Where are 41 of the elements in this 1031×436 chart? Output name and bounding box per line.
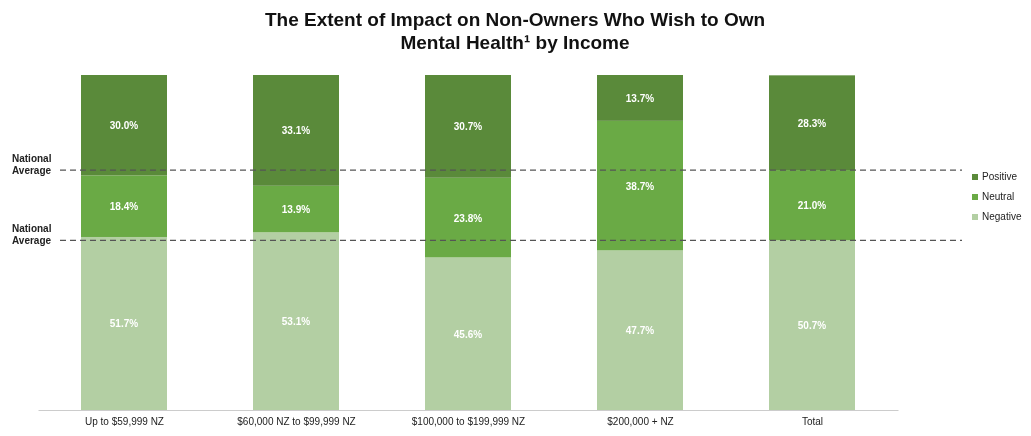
chart-title: The Extent of Impact on Non-Owners Who Wish to Own Mental Health¹ by Income: [264, 9, 766, 53]
bar: [425, 177, 511, 258]
bar: [769, 170, 855, 241]
x-tick-label: $100,000 to $199,999 NZ: [411, 416, 526, 428]
data-label: 28.3%: [797, 117, 827, 129]
bar: [253, 75, 339, 186]
data-label: 21.0%: [797, 200, 827, 212]
ref-line-label: National Average: [12, 153, 52, 177]
x-tick-label: Total: [801, 416, 824, 428]
data-label: 13.9%: [281, 204, 311, 216]
bar: [425, 257, 511, 410]
bar: [81, 75, 167, 176]
data-label: 45.6%: [453, 328, 483, 340]
data-label: 38.7%: [625, 180, 655, 192]
data-label: 13.7%: [625, 92, 655, 104]
data-label: 23.8%: [453, 212, 483, 224]
bar: [81, 175, 167, 237]
data-label: 33.1%: [281, 125, 311, 137]
bar: [81, 236, 167, 410]
bar: [253, 232, 339, 410]
legend-label: Positive: [982, 171, 1018, 182]
data-label: 18.4%: [109, 201, 139, 213]
data-label: 50.7%: [797, 320, 827, 332]
legend-label: Negative: [982, 211, 1022, 222]
bar: [253, 185, 339, 233]
bar: [597, 250, 683, 410]
bar: [597, 120, 683, 251]
data-label: 30.0%: [109, 120, 139, 132]
ref-line-label: National Average: [12, 223, 52, 247]
bar: [769, 240, 855, 410]
bar: [597, 75, 683, 121]
data-label: 30.7%: [453, 121, 483, 133]
x-tick-label: $200,000 + NZ: [607, 416, 674, 428]
x-tick-label: $60,000 NZ to $99,999 NZ: [237, 416, 356, 428]
data-label: 51.7%: [109, 318, 139, 330]
bar: [769, 75, 855, 171]
bar: [425, 75, 511, 178]
data-label: 47.7%: [625, 325, 655, 337]
legend-label: Neutral: [982, 191, 1015, 202]
x-tick-label: Up to $59,999 NZ: [85, 416, 164, 428]
data-label: 53.1%: [281, 316, 311, 328]
